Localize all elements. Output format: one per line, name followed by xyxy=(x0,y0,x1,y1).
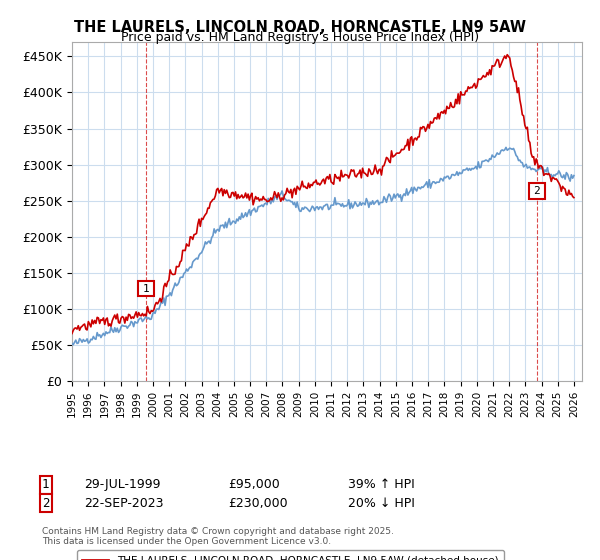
Text: 2: 2 xyxy=(42,497,50,510)
Text: 1: 1 xyxy=(143,283,149,293)
Text: £95,000: £95,000 xyxy=(228,478,280,491)
Text: THE LAURELS, LINCOLN ROAD, HORNCASTLE, LN9 5AW: THE LAURELS, LINCOLN ROAD, HORNCASTLE, L… xyxy=(74,20,526,35)
Text: Contains HM Land Registry data © Crown copyright and database right 2025.
This d: Contains HM Land Registry data © Crown c… xyxy=(42,526,394,546)
Text: Price paid vs. HM Land Registry's House Price Index (HPI): Price paid vs. HM Land Registry's House … xyxy=(121,31,479,44)
Text: 22-SEP-2023: 22-SEP-2023 xyxy=(84,497,163,510)
FancyBboxPatch shape xyxy=(138,281,154,296)
Text: 39% ↑ HPI: 39% ↑ HPI xyxy=(348,478,415,491)
Text: 1: 1 xyxy=(42,478,50,491)
Text: 2: 2 xyxy=(533,186,541,196)
FancyBboxPatch shape xyxy=(529,183,545,199)
Text: £230,000: £230,000 xyxy=(228,497,287,510)
Text: 20% ↓ HPI: 20% ↓ HPI xyxy=(348,497,415,510)
Text: 29-JUL-1999: 29-JUL-1999 xyxy=(84,478,161,491)
Legend: THE LAURELS, LINCOLN ROAD, HORNCASTLE, LN9 5AW (detached house), HPI: Average pr: THE LAURELS, LINCOLN ROAD, HORNCASTLE, L… xyxy=(77,550,503,560)
